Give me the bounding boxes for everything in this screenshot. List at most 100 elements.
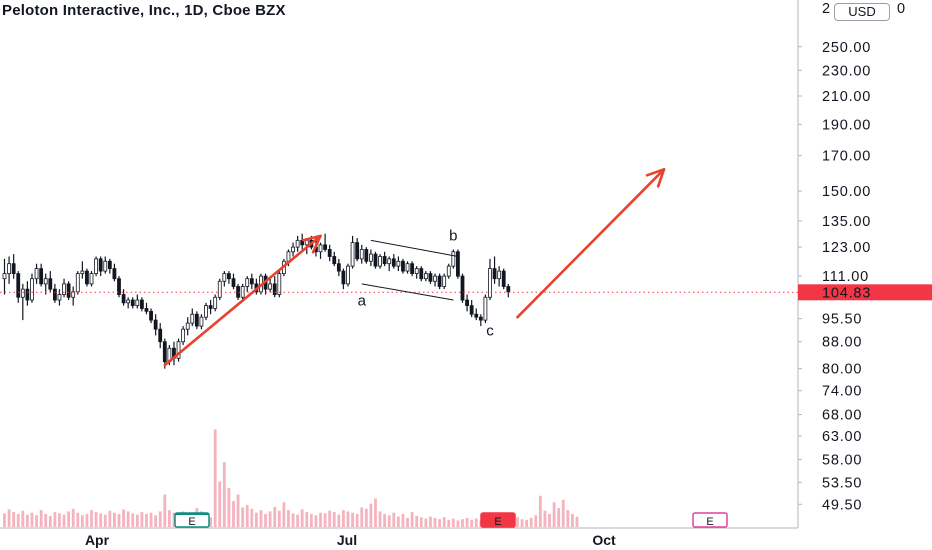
candle — [158, 323, 163, 349]
volume-bar — [566, 510, 570, 527]
volume-bar — [48, 515, 52, 527]
price-tick-label: 68.00 — [822, 408, 862, 424]
candle — [428, 271, 433, 284]
candle-body — [135, 299, 140, 307]
candle-body — [405, 263, 410, 272]
volume-bar — [520, 519, 524, 527]
candle-body — [391, 258, 396, 267]
candle-body — [478, 316, 483, 321]
candle-body — [327, 249, 332, 257]
candle-body — [222, 273, 227, 282]
candle — [194, 311, 199, 330]
price-tick-label: 74.00 — [822, 384, 862, 400]
candle — [456, 249, 460, 279]
volume-bar — [351, 512, 354, 527]
candle-body — [30, 278, 34, 301]
candle-body — [7, 263, 11, 275]
earnings-marker: E — [174, 512, 210, 528]
candle — [107, 258, 112, 274]
volume-bar — [16, 514, 20, 527]
volume-bar — [364, 508, 368, 527]
candle-body — [112, 268, 117, 280]
volume-bar — [287, 510, 290, 527]
candle-body — [194, 313, 199, 327]
candle-body — [107, 260, 112, 270]
candle — [451, 249, 456, 269]
volume-bar — [172, 512, 176, 527]
candle — [181, 326, 186, 345]
volume-bar — [410, 512, 414, 527]
volume-bar — [323, 513, 327, 527]
candle-body — [336, 263, 341, 272]
wave-label-c: c — [486, 322, 494, 339]
wave-label-a: a — [358, 293, 367, 310]
candle — [149, 308, 153, 324]
candle — [249, 273, 254, 290]
volume-bar — [167, 510, 171, 527]
candle — [80, 261, 85, 279]
price-tick-label: 58.00 — [822, 453, 862, 469]
candle-body — [428, 273, 433, 282]
candle-body — [103, 260, 108, 272]
volume-bar — [222, 462, 226, 527]
volume-bar — [461, 519, 464, 527]
volume-bar — [571, 514, 574, 527]
candle-body — [401, 260, 405, 272]
volume-bar — [131, 513, 135, 527]
candle — [98, 256, 103, 277]
candle — [382, 251, 387, 267]
volume-bar — [30, 512, 34, 527]
candle — [7, 256, 11, 284]
candle-body — [2, 273, 7, 280]
price-tick-label: 80.00 — [822, 362, 862, 378]
candle — [442, 273, 447, 290]
candle-body — [465, 299, 469, 307]
candle — [492, 256, 497, 284]
volume-bar — [516, 517, 519, 527]
volume-bar — [538, 495, 542, 527]
volume-bar — [26, 514, 29, 527]
volume-bar — [378, 511, 382, 527]
candle — [112, 263, 117, 282]
volume-bar — [99, 513, 103, 527]
price-tick-label: 63.00 — [822, 429, 862, 445]
volume-bar — [218, 481, 222, 527]
candle-body — [387, 258, 392, 265]
volume-bar — [213, 429, 217, 527]
volume-bar — [575, 516, 579, 527]
volume-bar — [406, 517, 409, 527]
volume-bar — [58, 513, 61, 527]
candle-body — [304, 239, 309, 246]
candle — [71, 286, 76, 306]
volume-bar — [557, 508, 561, 527]
volume-bar — [53, 512, 57, 527]
volume-bar — [21, 510, 25, 527]
candle-body — [117, 278, 121, 295]
volume-bar — [300, 509, 304, 527]
candle — [501, 268, 506, 290]
candle — [497, 266, 502, 287]
last-price-tag-bg — [798, 284, 932, 301]
price-tick-label: 190.00 — [822, 117, 871, 133]
price-tick-label: 49.50 — [822, 497, 862, 513]
volume-bar — [154, 515, 158, 527]
candle — [185, 317, 190, 336]
candle — [391, 254, 396, 269]
candle — [213, 294, 218, 312]
candle — [373, 251, 378, 269]
candle — [341, 268, 346, 290]
volume-bar — [456, 520, 460, 527]
volume-bar — [39, 510, 43, 527]
candle — [405, 261, 410, 274]
channel-lower-line — [361, 283, 454, 301]
volume-bar — [337, 514, 341, 527]
candle — [414, 266, 419, 279]
candle — [332, 251, 337, 267]
candle-body — [57, 294, 62, 301]
candle-body — [373, 253, 378, 267]
volume-bar — [369, 503, 373, 527]
candle-body — [85, 270, 89, 285]
volume-bar — [374, 498, 377, 527]
currency-button[interactable]: USD — [834, 3, 890, 21]
